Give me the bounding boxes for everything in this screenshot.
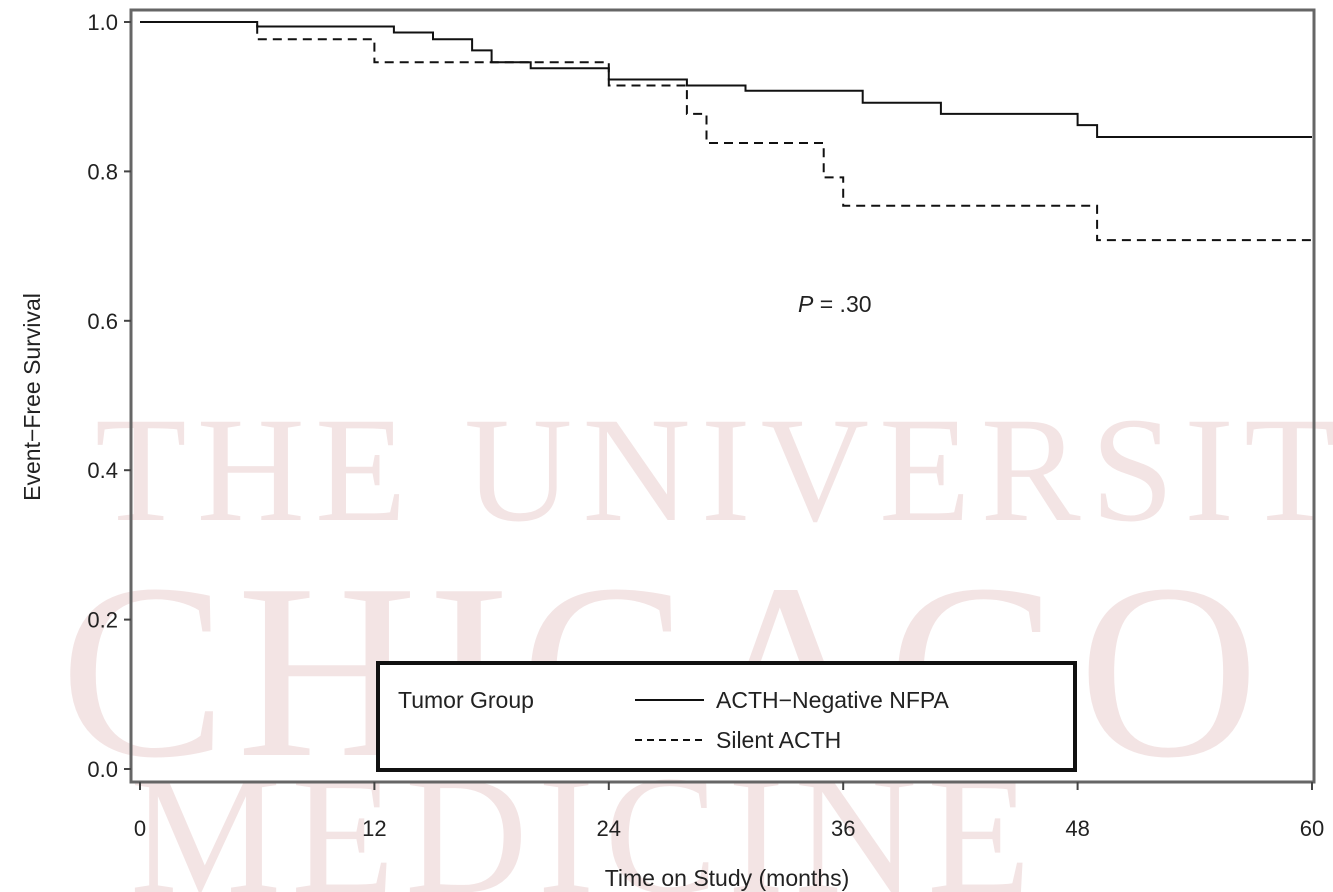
x-axis-title: Time on Study (months) (605, 865, 850, 891)
p-value-letter: P (798, 291, 814, 317)
legend-title: Tumor Group (398, 687, 534, 713)
p-value-text: = .30 (813, 291, 871, 317)
x-axis: 0 12 24 36 48 60 (134, 782, 1324, 841)
y-tick-label: 1.0 (87, 10, 118, 35)
series-line-acth-negative-nfpa (140, 21, 1312, 138)
series-layer (140, 21, 1312, 242)
legend-entry-silent-acth: Silent ACTH (716, 727, 841, 753)
y-tick-label: 0.0 (87, 757, 118, 782)
y-tick-label: 0.8 (87, 159, 118, 184)
x-tick-label: 12 (362, 816, 386, 841)
y-axis-title: Event−Free Survival (19, 293, 45, 501)
legend-box (376, 661, 1077, 772)
x-tick-label: 0 (134, 816, 146, 841)
x-tick-label: 36 (831, 816, 855, 841)
p-value-annotation: P = .30 (798, 291, 872, 317)
watermark-line-1: THE UNIVERSITY OF (95, 387, 1333, 553)
x-tick-label: 48 (1065, 816, 1089, 841)
series-line-silent-acth (140, 21, 1312, 242)
x-tick-label: 24 (597, 816, 621, 841)
legend-entry-acth-negative: ACTH−Negative NFPA (716, 687, 950, 713)
y-tick-label: 0.2 (87, 608, 118, 633)
y-tick-label: 0.6 (87, 309, 118, 334)
watermark: THE UNIVERSITY OF CHICAGO MEDICINE (60, 387, 1333, 892)
legend: Tumor Group ACTH−Negative NFPA Silent AC… (376, 661, 1077, 772)
y-axis: 0.0 0.2 0.4 0.6 0.8 1.0 (87, 10, 131, 782)
plot-frame (129, 8, 1316, 784)
x-tick-label: 60 (1300, 816, 1324, 841)
y-tick-label: 0.4 (87, 458, 118, 483)
